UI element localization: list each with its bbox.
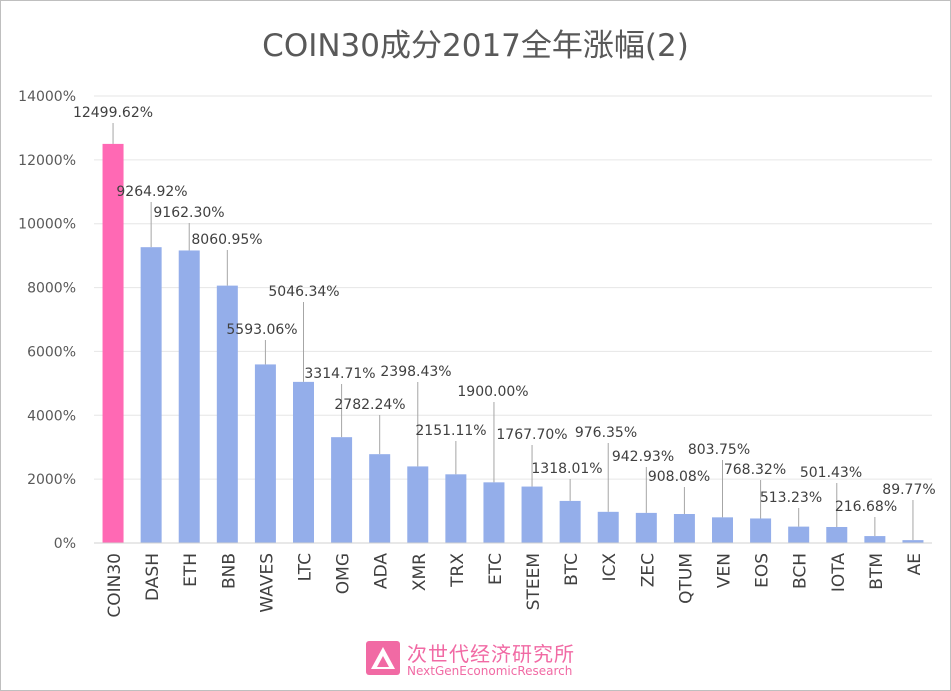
data-label: 908.08% <box>648 469 710 485</box>
data-label: 216.68% <box>835 499 897 515</box>
data-label: 513.23% <box>760 490 822 506</box>
bar-trx <box>445 474 467 543</box>
bar-eos <box>750 518 772 543</box>
x-tick-label: QTUM <box>676 553 696 604</box>
bar-ven <box>712 517 733 543</box>
x-tick-label: BCH <box>791 553 811 589</box>
x-tick-label: COIN30 <box>105 553 125 618</box>
x-tick-label: VEN <box>715 553 735 588</box>
bar-zec <box>635 512 657 543</box>
data-label: 2782.24% <box>334 397 405 413</box>
x-tick-label: WAVES <box>257 553 277 613</box>
x-tick-label: DASH <box>143 553 163 601</box>
x-tick-label: AE <box>905 553 925 575</box>
data-label: 5593.06% <box>226 322 297 338</box>
x-tick-label: ICX <box>600 553 620 582</box>
data-label: 803.75% <box>688 442 750 458</box>
bar-ltc <box>293 381 314 543</box>
y-tick-label: 0% <box>54 536 76 552</box>
data-label: 89.77% <box>882 482 935 498</box>
x-tick-label: ETH <box>181 553 201 587</box>
bar-icx <box>597 511 619 543</box>
bar-btc <box>559 500 581 543</box>
bar-xmr <box>407 466 429 543</box>
bar-bch <box>788 526 810 543</box>
x-tick-label: OMG <box>334 553 354 594</box>
data-label: 768.32% <box>724 462 786 478</box>
data-label: 1318.01% <box>531 461 602 477</box>
y-tick-label: 4000% <box>27 408 76 424</box>
data-label-leaders <box>112 123 914 541</box>
bar-omg <box>331 437 353 543</box>
x-tick-label: IOTA <box>829 553 849 592</box>
bar-qtum <box>673 514 695 543</box>
watermark-logo: 次世代经济研究所 NextGenEconomicResearch <box>366 638 581 684</box>
bar-btm <box>864 536 886 543</box>
bar-bnb <box>216 285 238 543</box>
y-tick-label: 12000% <box>18 153 76 169</box>
bars <box>102 143 924 544</box>
data-label: 9162.30% <box>153 205 224 221</box>
bar-steem <box>521 486 543 543</box>
x-tick-label: STEEM <box>524 553 544 610</box>
data-label: 9264.92% <box>116 184 187 200</box>
x-tick-label: BTC <box>562 553 582 586</box>
data-label: 3314.71% <box>304 366 375 382</box>
data-label: 2398.43% <box>380 364 451 380</box>
y-tick-label: 14000% <box>18 89 76 105</box>
bar-waves <box>254 364 276 543</box>
x-axis-tick-labels: COIN30 DASH ETH BNB WAVES LTC OMG ADA XMR TRX ETC S… <box>105 553 925 618</box>
bar-eth <box>178 250 200 543</box>
chart-title: COIN30成分2017全年涨幅(2) <box>262 28 689 64</box>
data-label: 2151.11% <box>415 423 486 439</box>
y-tick-label: 6000% <box>27 344 76 360</box>
bar-ae <box>902 540 924 543</box>
x-tick-label: ZEC <box>638 553 658 587</box>
bar-ada <box>369 454 391 543</box>
y-tick-label: 8000% <box>27 281 76 297</box>
x-tick-label: ADA <box>372 553 392 589</box>
watermark-text-en: NextGenEconomicResearch <box>407 664 573 678</box>
x-tick-label: BTM <box>867 553 887 590</box>
bar-dash <box>140 247 162 544</box>
data-label: 5046.34% <box>268 284 339 300</box>
y-tick-label: 2000% <box>27 472 76 488</box>
data-label: 12499.62% <box>73 105 153 121</box>
data-label: 1900.00% <box>457 384 528 400</box>
data-label: 8060.95% <box>191 232 262 248</box>
y-tick-label: 10000% <box>18 217 76 233</box>
data-label: 501.43% <box>800 465 862 481</box>
x-tick-label: TRX <box>448 553 468 588</box>
bar-etc <box>483 482 505 543</box>
bar-iota <box>826 526 848 543</box>
data-label: 1767.70% <box>496 427 567 443</box>
x-tick-label: ETC <box>486 553 506 585</box>
x-tick-label: BNB <box>219 553 239 589</box>
x-tick-label: LTC <box>296 553 316 581</box>
bar-coin30 <box>102 143 124 544</box>
data-label: 942.93% <box>612 449 674 465</box>
data-label: 976.35% <box>575 425 637 441</box>
watermark-text-cn: 次世代经济研究所 <box>407 642 575 666</box>
pink-triangle-logo-icon <box>366 641 400 675</box>
x-tick-label: XMR <box>410 553 430 591</box>
y-axis-tick-labels: 0% 2000% 4000% 6000% 8000% 10000% 12000% 14000% <box>18 89 76 552</box>
data-labels: 12499.62% 9264.92% 9162.30% 8060.95% 5593.06… <box>73 105 936 515</box>
x-tick-label: EOS <box>753 553 773 588</box>
